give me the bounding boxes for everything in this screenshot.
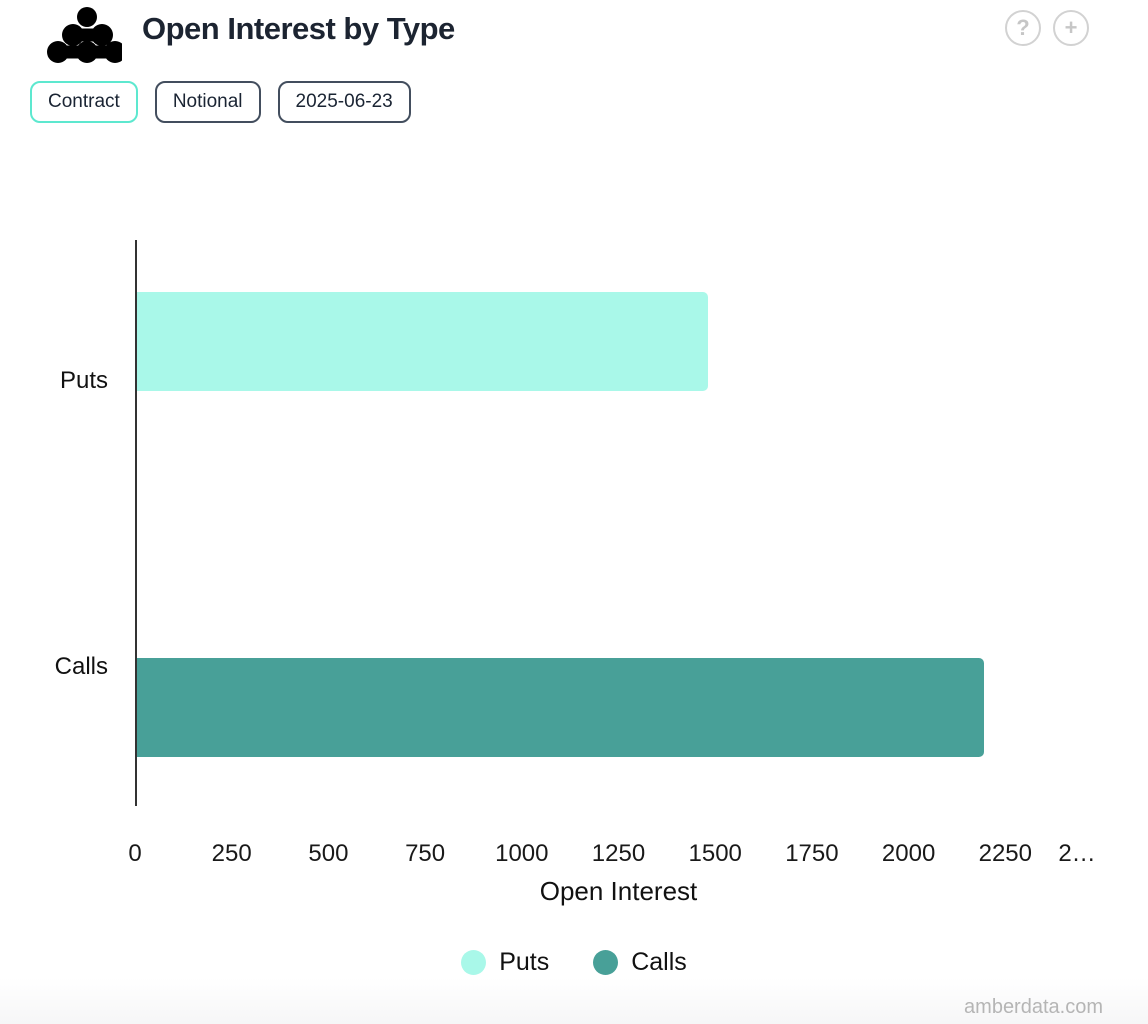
x-tick-1500: 1500 <box>688 840 742 867</box>
legend-swatch-calls <box>593 950 619 975</box>
legend-label: Calls <box>631 948 687 976</box>
notional-button[interactable]: Notional <box>154 81 261 123</box>
contract-button[interactable]: Contract <box>30 81 138 123</box>
category-label-puts: Puts <box>59 367 108 394</box>
x-tick-0: 0 <box>128 840 142 867</box>
legend-label: Puts <box>499 948 550 976</box>
x-tick-1250: 1250 <box>591 840 646 867</box>
page-title: Open Interest by Type <box>142 11 455 46</box>
x-tick-1000: 1000 <box>495 840 549 867</box>
header-actions: ? + <box>1005 10 1089 46</box>
amberdata-logo-icon <box>47 7 122 63</box>
bar-puts[interactable] <box>137 292 708 391</box>
legend-item-puts[interactable]: Puts <box>461 948 549 977</box>
date-button[interactable]: 2025-06-23 <box>277 81 411 123</box>
x-tick-750: 750 <box>405 840 446 867</box>
help-icon[interactable]: ? <box>1005 10 1041 46</box>
x-tick-2clipped: 2… <box>1058 840 1096 867</box>
legend-swatch-puts <box>461 950 487 975</box>
legend-item-calls[interactable]: Calls <box>593 948 687 977</box>
x-tick-500: 500 <box>308 840 349 867</box>
x-tick-2000: 2000 <box>881 840 936 867</box>
chart-legend: Puts Calls <box>0 948 1148 977</box>
x-tick-250: 250 <box>211 840 252 867</box>
x-tick-2250: 2250 <box>978 840 1032 867</box>
x-tick-1750: 1750 <box>785 840 839 867</box>
plus-icon[interactable]: + <box>1053 10 1089 46</box>
bar-calls[interactable] <box>137 658 984 757</box>
x-axis-title: Open Interest <box>539 876 698 906</box>
toolbar: Contract Notional 2025-06-23 <box>30 81 411 123</box>
category-label-calls: Calls <box>54 653 108 680</box>
y-axis-line <box>135 240 137 806</box>
watermark: amberdata.com <box>964 996 1103 1018</box>
